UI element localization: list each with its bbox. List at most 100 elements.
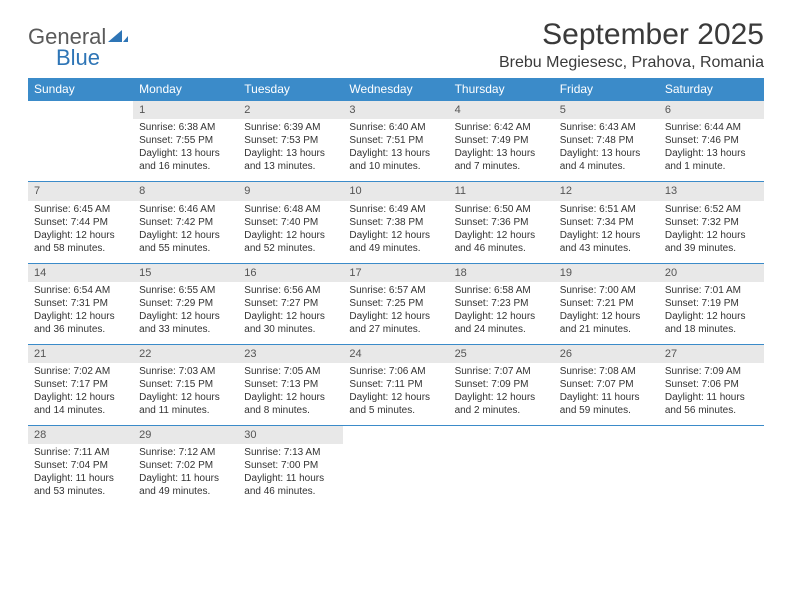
day-content-cell: Sunrise: 6:49 AMSunset: 7:38 PMDaylight:… (343, 201, 448, 264)
sunset-text: Sunset: 7:09 PM (455, 378, 548, 391)
sunset-text: Sunset: 7:44 PM (34, 216, 127, 229)
daylight-text: Daylight: 11 hours and 53 minutes. (34, 472, 127, 498)
sunset-text: Sunset: 7:02 PM (139, 459, 232, 472)
sunrise-text: Sunrise: 7:02 AM (34, 365, 127, 378)
sunset-text: Sunset: 7:42 PM (139, 216, 232, 229)
day-content-row: Sunrise: 6:45 AMSunset: 7:44 PM Daylight:… (28, 201, 764, 264)
daylight-text: Daylight: 12 hours and 33 minutes. (139, 310, 232, 336)
sunrise-text: Sunrise: 7:03 AM (139, 365, 232, 378)
day-content-cell: Sunrise: 7:05 AMSunset: 7:13 PMDaylight:… (238, 363, 343, 426)
sunrise-text: Sunrise: 6:58 AM (455, 284, 548, 297)
daylight-text: Daylight: 11 hours and 59 minutes. (560, 391, 653, 417)
day-content-cell (28, 119, 133, 182)
day-number-row: 282930 (28, 426, 764, 445)
sunrise-text: Sunrise: 7:13 AM (244, 446, 337, 459)
day-content-cell: Sunrise: 6:52 AMSunset: 7:32 PMDaylight:… (659, 201, 764, 264)
day-content-cell: Sunrise: 7:11 AMSunset: 7:04 PMDaylight:… (28, 444, 133, 506)
day-number-cell: 11 (449, 182, 554, 201)
sunset-text: Sunset: 7:40 PM (244, 216, 337, 229)
day-content-cell (659, 444, 764, 506)
daylight-text: Daylight: 12 hours and 30 minutes. (244, 310, 337, 336)
day-number-cell: 25 (449, 344, 554, 363)
day-content-cell: Sunrise: 6:44 AMSunset: 7:46 PMDaylight:… (659, 119, 764, 182)
sunset-text: Sunset: 7:15 PM (139, 378, 232, 391)
sunset-text: Sunset: 7:17 PM (34, 378, 127, 391)
sunrise-text: Sunrise: 7:07 AM (455, 365, 548, 378)
daylight-text: Daylight: 12 hours and 36 minutes. (34, 310, 127, 336)
day-content-cell: Sunrise: 7:02 AMSunset: 7:17 PMDaylight:… (28, 363, 133, 426)
sunset-text: Sunset: 7:19 PM (665, 297, 758, 310)
daylight-text: Daylight: 13 hours and 10 minutes. (349, 147, 442, 173)
sunset-text: Sunset: 7:25 PM (349, 297, 442, 310)
day-content-cell: Sunrise: 7:06 AMSunset: 7:11 PMDaylight:… (343, 363, 448, 426)
sunset-text: Sunset: 7:46 PM (665, 134, 758, 147)
weekday-header: Friday (554, 78, 659, 101)
daylight-text: Daylight: 13 hours and 7 minutes. (455, 147, 548, 173)
day-content-cell: Sunrise: 6:56 AMSunset: 7:27 PMDaylight:… (238, 282, 343, 345)
day-number-cell (343, 426, 448, 445)
day-content-cell: Sunrise: 6:39 AMSunset: 7:53 PMDaylight:… (238, 119, 343, 182)
weekday-header: Tuesday (238, 78, 343, 101)
sunset-text: Sunset: 7:13 PM (244, 378, 337, 391)
daylight-text: Daylight: 12 hours and 52 minutes. (244, 229, 337, 255)
day-number-cell: 21 (28, 344, 133, 363)
sunrise-text: Sunrise: 7:08 AM (560, 365, 653, 378)
sunset-text: Sunset: 7:00 PM (244, 459, 337, 472)
daylight-text: Daylight: 13 hours and 13 minutes. (244, 147, 337, 173)
day-content-cell: Sunrise: 7:12 AMSunset: 7:02 PMDaylight:… (133, 444, 238, 506)
sunset-text: Sunset: 7:49 PM (455, 134, 548, 147)
daylight-text: Daylight: 12 hours and 18 minutes. (665, 310, 758, 336)
day-content-row: Sunrise: 6:54 AMSunset: 7:31 PMDaylight:… (28, 282, 764, 345)
sunset-text: Sunset: 7:48 PM (560, 134, 653, 147)
daylight-text: Daylight: 12 hours and 5 minutes. (349, 391, 442, 417)
sunrise-text: Sunrise: 6:45 AM (34, 203, 127, 216)
sunrise-text: Sunrise: 6:46 AM (139, 203, 232, 216)
day-content-cell: Sunrise: 6:43 AMSunset: 7:48 PMDaylight:… (554, 119, 659, 182)
day-number-cell: 26 (554, 344, 659, 363)
day-number-cell: 7 (28, 182, 133, 201)
day-content-row: Sunrise: 7:11 AMSunset: 7:04 PMDaylight:… (28, 444, 764, 506)
calendar-page: General Blue September 2025 Brebu Megies… (0, 0, 792, 524)
weekday-header: Saturday (659, 78, 764, 101)
daylight-text: Daylight: 12 hours and 39 minutes. (665, 229, 758, 255)
title-block: September 2025 Brebu Megiesesc, Prahova,… (499, 18, 764, 72)
day-content-cell: Sunrise: 6:38 AMSunset: 7:55 PMDaylight:… (133, 119, 238, 182)
day-number-cell: 10 (343, 182, 448, 201)
daylight-text: Daylight: 12 hours and 14 minutes. (34, 391, 127, 417)
day-number-cell: 2 (238, 101, 343, 120)
daylight-text: Daylight: 11 hours and 46 minutes. (244, 472, 337, 498)
day-content-cell: Sunrise: 7:01 AMSunset: 7:19 PMDaylight:… (659, 282, 764, 345)
weekday-header: Thursday (449, 78, 554, 101)
daylight-text: Daylight: 12 hours and 27 minutes. (349, 310, 442, 336)
day-number-cell: 4 (449, 101, 554, 120)
sunset-text: Sunset: 7:11 PM (349, 378, 442, 391)
sunrise-text: Sunrise: 6:48 AM (244, 203, 337, 216)
day-number-cell: 28 (28, 426, 133, 445)
day-number-cell: 16 (238, 263, 343, 282)
sunrise-text: Sunrise: 6:56 AM (244, 284, 337, 297)
daylight-text: Daylight: 12 hours and 43 minutes. (560, 229, 653, 255)
day-content-cell (449, 444, 554, 506)
daylight-text: Daylight: 12 hours and 49 minutes. (349, 229, 442, 255)
day-content-cell: Sunrise: 6:50 AMSunset: 7:36 PMDaylight:… (449, 201, 554, 264)
weekday-header-row: Sunday Monday Tuesday Wednesday Thursday… (28, 78, 764, 101)
day-number-cell: 14 (28, 263, 133, 282)
sunrise-text: Sunrise: 7:11 AM (34, 446, 127, 459)
sunset-text: Sunset: 7:23 PM (455, 297, 548, 310)
daylight-text: Daylight: 12 hours and 21 minutes. (560, 310, 653, 336)
day-number-cell: 22 (133, 344, 238, 363)
sunrise-text: Sunrise: 6:38 AM (139, 121, 232, 134)
day-number-cell: 3 (343, 101, 448, 120)
day-content-cell: Sunrise: 6:42 AMSunset: 7:49 PMDaylight:… (449, 119, 554, 182)
sunrise-text: Sunrise: 6:44 AM (665, 121, 758, 134)
day-number-cell: 18 (449, 263, 554, 282)
day-number-cell: 29 (133, 426, 238, 445)
day-number-cell: 1 (133, 101, 238, 120)
sunrise-text: Sunrise: 6:49 AM (349, 203, 442, 216)
day-content-cell: Sunrise: 7:00 AMSunset: 7:21 PMDaylight:… (554, 282, 659, 345)
day-content-row: Sunrise: 7:02 AMSunset: 7:17 PMDaylight:… (28, 363, 764, 426)
sunset-text: Sunset: 7:38 PM (349, 216, 442, 229)
daylight-text: Daylight: 11 hours and 49 minutes. (139, 472, 232, 498)
daylight-text: Daylight: 13 hours and 16 minutes. (139, 147, 232, 173)
day-content-cell: Sunrise: 7:09 AMSunset: 7:06 PMDaylight:… (659, 363, 764, 426)
